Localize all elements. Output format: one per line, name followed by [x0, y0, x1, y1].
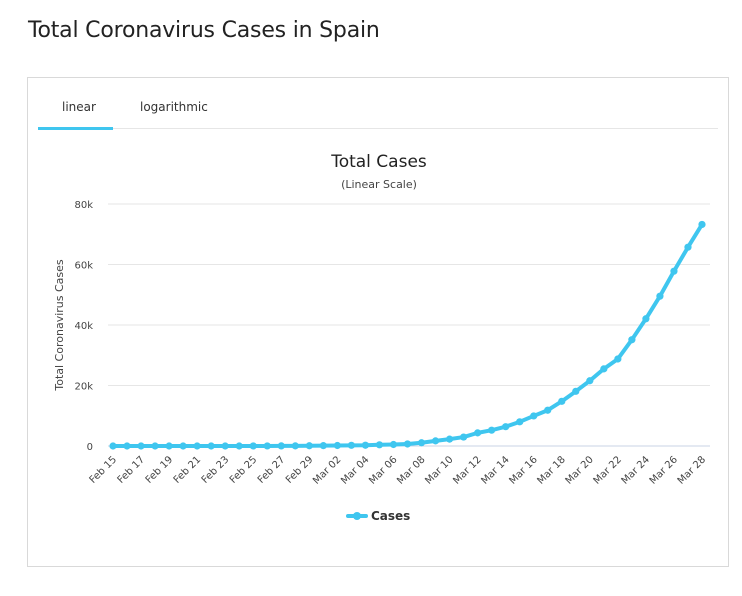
data-point[interactable]: [614, 355, 622, 363]
data-point[interactable]: [684, 243, 692, 251]
x-tick-label: Feb 21: [172, 454, 204, 486]
data-point[interactable]: [502, 423, 510, 431]
x-tick-label: Mar 20: [564, 454, 596, 486]
data-point[interactable]: [628, 336, 636, 344]
x-tick-label: Mar 08: [395, 454, 427, 486]
data-point[interactable]: [698, 220, 706, 229]
data-point[interactable]: [375, 441, 384, 449]
data-point[interactable]: [277, 442, 285, 450]
data-point[interactable]: [670, 267, 678, 275]
data-point[interactable]: [656, 292, 664, 300]
x-tick-label: Mar 24: [620, 454, 652, 486]
data-point[interactable]: [249, 442, 257, 450]
y-tick-label: 60k: [74, 261, 93, 272]
series-line-cases: [111, 222, 704, 448]
data-point[interactable]: [291, 442, 299, 450]
data-point[interactable]: [165, 442, 173, 450]
chart-card: [27, 77, 729, 567]
x-tick-label: Mar 22: [592, 454, 624, 486]
data-point[interactable]: [600, 365, 608, 373]
x-tick-label: Mar 04: [339, 454, 371, 486]
data-point[interactable]: [151, 442, 159, 450]
data-point[interactable]: [459, 433, 468, 441]
y-axis-label: Total Coronavirus Cases: [53, 259, 66, 392]
data-point[interactable]: [263, 442, 271, 450]
data-point[interactable]: [417, 439, 426, 447]
data-point[interactable]: [403, 440, 412, 448]
y-tick-label: 20k: [74, 382, 93, 393]
scale-tabs: linear logarithmic: [38, 90, 718, 130]
x-tick-label: Mar 26: [648, 454, 680, 486]
legend[interactable]: Cases: [346, 509, 410, 523]
data-point[interactable]: [109, 442, 117, 450]
x-tick-label: Mar 18: [536, 454, 568, 486]
x-tick-label: Feb 23: [200, 454, 232, 486]
data-point[interactable]: [361, 441, 370, 449]
data-point[interactable]: [179, 442, 187, 450]
x-tick-label: Mar 14: [479, 454, 511, 486]
x-tick-label: Feb 19: [144, 454, 176, 486]
tab-logarithmic[interactable]: logarithmic: [140, 100, 208, 114]
active-tab-indicator: [38, 127, 113, 130]
x-tick-label: Feb 25: [228, 454, 260, 486]
x-tick-label: Mar 12: [451, 454, 483, 486]
data-point[interactable]: [572, 387, 580, 395]
x-tick-label: Feb 29: [284, 454, 316, 486]
data-point[interactable]: [530, 412, 538, 420]
y-tick-label: 40k: [74, 321, 93, 332]
x-tick-label: Mar 16: [507, 454, 539, 486]
data-point[interactable]: [235, 442, 243, 450]
x-tick-label: Mar 10: [423, 454, 455, 486]
legend-label-cases: Cases: [371, 509, 410, 523]
data-point[interactable]: [137, 442, 145, 450]
y-tick-label: 0: [87, 442, 93, 453]
x-tick-label: Feb 17: [116, 454, 148, 486]
data-point[interactable]: [558, 397, 566, 405]
legend-swatch-marker: [353, 512, 361, 520]
data-point[interactable]: [207, 442, 215, 450]
data-point[interactable]: [221, 442, 229, 450]
data-point[interactable]: [333, 441, 341, 450]
data-point[interactable]: [642, 315, 650, 323]
x-tick-label: Mar 28: [676, 454, 708, 486]
data-point[interactable]: [305, 442, 313, 450]
data-point[interactable]: [474, 429, 482, 437]
data-point[interactable]: [193, 442, 201, 450]
x-tick-label: Mar 02: [311, 454, 343, 486]
data-point[interactable]: [431, 437, 440, 445]
x-tick-label: Feb 27: [256, 454, 288, 486]
x-tick-label: Feb 15: [88, 454, 120, 486]
data-point[interactable]: [445, 435, 454, 443]
data-point[interactable]: [516, 418, 524, 426]
data-point[interactable]: [488, 426, 496, 434]
data-point[interactable]: [319, 442, 327, 450]
tab-linear[interactable]: linear: [62, 100, 96, 114]
data-point[interactable]: [389, 440, 398, 449]
data-point[interactable]: [347, 441, 356, 449]
x-tick-label: Mar 06: [367, 454, 399, 486]
chart-subtitle: (Linear Scale): [341, 178, 417, 191]
page-title: Total Coronavirus Cases in Spain: [28, 18, 380, 43]
y-tick-label: 80k: [74, 200, 93, 211]
data-point[interactable]: [544, 406, 552, 414]
chart-title: Total Cases: [330, 152, 427, 172]
data-point[interactable]: [586, 377, 594, 385]
data-point[interactable]: [123, 442, 131, 450]
